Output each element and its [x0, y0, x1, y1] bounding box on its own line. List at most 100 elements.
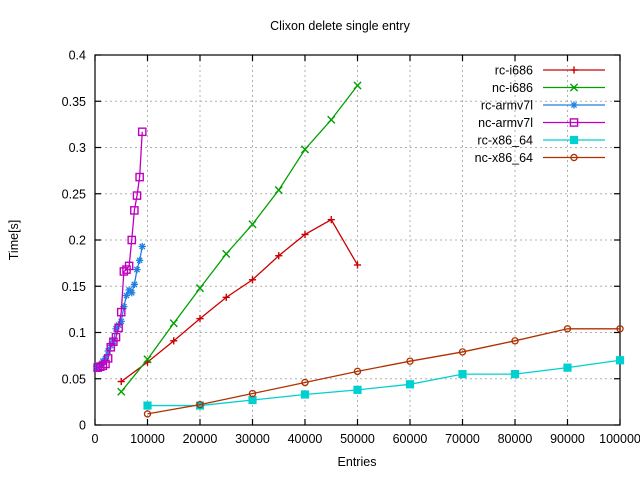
data-point-rc-x86_64 [143, 401, 152, 410]
data-point-rc-armv7l [112, 325, 120, 332]
data-point-nc-armv7l [119, 267, 129, 276]
data-point-rc-x86_64 [458, 370, 467, 379]
series-line-rc-x86_64 [147, 359, 621, 407]
x-tick-label: 50000 [340, 432, 375, 446]
data-point-rc-x86_64 [563, 363, 572, 372]
y-axis-label: Time[s] [7, 220, 21, 261]
data-point-nc-armv7l [127, 235, 137, 245]
data-point-nc-x86_64 [353, 367, 362, 376]
y-tick-label: 0.1 [69, 326, 86, 340]
data-point-nc-x86_64 [143, 410, 152, 418]
y-tick-label: 0.4 [69, 49, 86, 63]
data-point-rc-armv7l [133, 266, 141, 273]
data-point-nc-i686 [169, 319, 178, 328]
data-point-nc-i686 [222, 249, 231, 258]
data-point-nc-armv7l [101, 359, 110, 369]
legend-label-rc-i686: rc-i686 [495, 64, 533, 78]
x-tick-label: 60000 [393, 432, 428, 446]
data-point-nc-x86_64 [616, 325, 624, 333]
data-point-rc-x86_64 [615, 356, 625, 365]
grid-lines [95, 54, 621, 425]
y-tick-label: 0 [79, 419, 86, 433]
data-point-rc-armv7l [128, 289, 135, 296]
data-point-nc-x86_64 [511, 337, 519, 345]
y-tick-label: 0.25 [62, 187, 86, 201]
data-point-nc-armv7l [124, 261, 134, 271]
data-point-nc-i686 [274, 185, 283, 195]
legend-label-nc-i686: nc-i686 [492, 81, 533, 95]
x-tick-label: 90000 [550, 432, 585, 446]
data-point-rc-armv7l [136, 257, 143, 264]
legend-label-nc-x86_64: nc-x86_64 [475, 151, 533, 165]
data-point-nc-armv7l [132, 191, 142, 200]
series-rc-x86_64 [143, 356, 625, 410]
data-point-rc-x86_64 [353, 385, 362, 394]
legend-marker-nc-i686 [569, 83, 579, 92]
x-tick-label: 80000 [498, 432, 533, 446]
data-point-rc-x86_64 [510, 370, 520, 379]
legend-marker-rc-x86_64 [569, 135, 579, 145]
data-point-nc-armv7l [116, 307, 126, 317]
legend-label-nc-armv7l: nc-armv7l [478, 116, 533, 130]
data-point-rc-x86_64 [300, 390, 310, 399]
series-nc-armv7l [93, 127, 147, 372]
data-point-rc-x86_64 [248, 395, 257, 405]
data-point-nc-x86_64 [301, 378, 309, 387]
data-point-nc-armv7l [106, 343, 116, 352]
series-rc-armv7l [94, 242, 146, 372]
x-tick-label: 10000 [130, 432, 165, 446]
legend-marker-nc-armv7l [569, 118, 579, 127]
y-tick-label: 0.3 [69, 141, 86, 155]
x-tick-label: 70000 [445, 432, 480, 446]
y-axis: 0 0.05 0.1 0.15 0.2 0.25 0.3 0.35 0.4 [62, 49, 620, 433]
legend-marker-rc-armv7l [570, 101, 578, 109]
data-point-nc-armv7l [95, 362, 105, 372]
legend-label-rc-armv7l: rc-armv7l [481, 99, 533, 113]
y-tick-label: 0.35 [62, 95, 86, 109]
data-point-nc-armv7l [111, 332, 121, 342]
x-axis-label: Entries [338, 455, 377, 469]
legend-marker-nc-x86_64 [570, 153, 578, 162]
data-point-nc-i686 [248, 220, 257, 229]
data-point-nc-armv7l [109, 337, 118, 347]
series-rc-i686 [117, 216, 362, 386]
data-point-nc-i686 [117, 387, 126, 396]
data-point-nc-i686 [353, 81, 362, 90]
series-line-rc-i686 [120, 218, 359, 383]
data-point-nc-x86_64 [458, 348, 467, 356]
data-point-rc-armv7l [126, 286, 133, 294]
x-tick-label: 100000 [599, 432, 640, 446]
x-tick-label: 40000 [288, 432, 323, 446]
data-point-nc-x86_64 [196, 400, 204, 409]
data-point-nc-x86_64 [563, 325, 572, 333]
x-axis: 0 10000 20000 30000 40000 50000 60000 70000 8000… [92, 55, 640, 446]
series-line-rc-armv7l [97, 246, 143, 369]
data-point-nc-x86_64 [406, 357, 414, 365]
series-nc-x86_64 [143, 325, 624, 418]
data-point-nc-armv7l [135, 172, 144, 182]
data-point-nc-x86_64 [248, 389, 257, 398]
data-point-nc-armv7l [137, 127, 147, 137]
legend-label-rc-x86_64: rc-x86_64 [477, 134, 533, 148]
legend: rc-i686 nc-i686 rc-armv7l nc-armv7l rc-x86_6… [475, 64, 605, 165]
x-tick-label: 30000 [235, 432, 270, 446]
x-tick-label: 0 [92, 432, 99, 446]
series-line-nc-i686 [120, 85, 359, 393]
data-point-rc-armv7l [123, 292, 130, 299]
data-point-nc-armv7l [98, 361, 108, 371]
data-point-nc-i686 [143, 355, 152, 364]
data-point-nc-i686 [195, 284, 205, 293]
data-point-rc-armv7l [131, 281, 138, 288]
data-point-nc-i686 [327, 115, 336, 124]
data-point-rc-armv7l [139, 243, 146, 250]
data-point-rc-x86_64 [405, 380, 415, 389]
data-point-nc-i686 [300, 145, 310, 154]
series-nc-i686 [117, 81, 362, 396]
data-point-nc-armv7l [130, 206, 139, 215]
series-line-nc-armv7l [97, 131, 143, 369]
y-tick-label: 0.15 [62, 280, 86, 294]
series-line-nc-x86_64 [147, 328, 620, 415]
x-tick-label: 20000 [183, 432, 218, 446]
